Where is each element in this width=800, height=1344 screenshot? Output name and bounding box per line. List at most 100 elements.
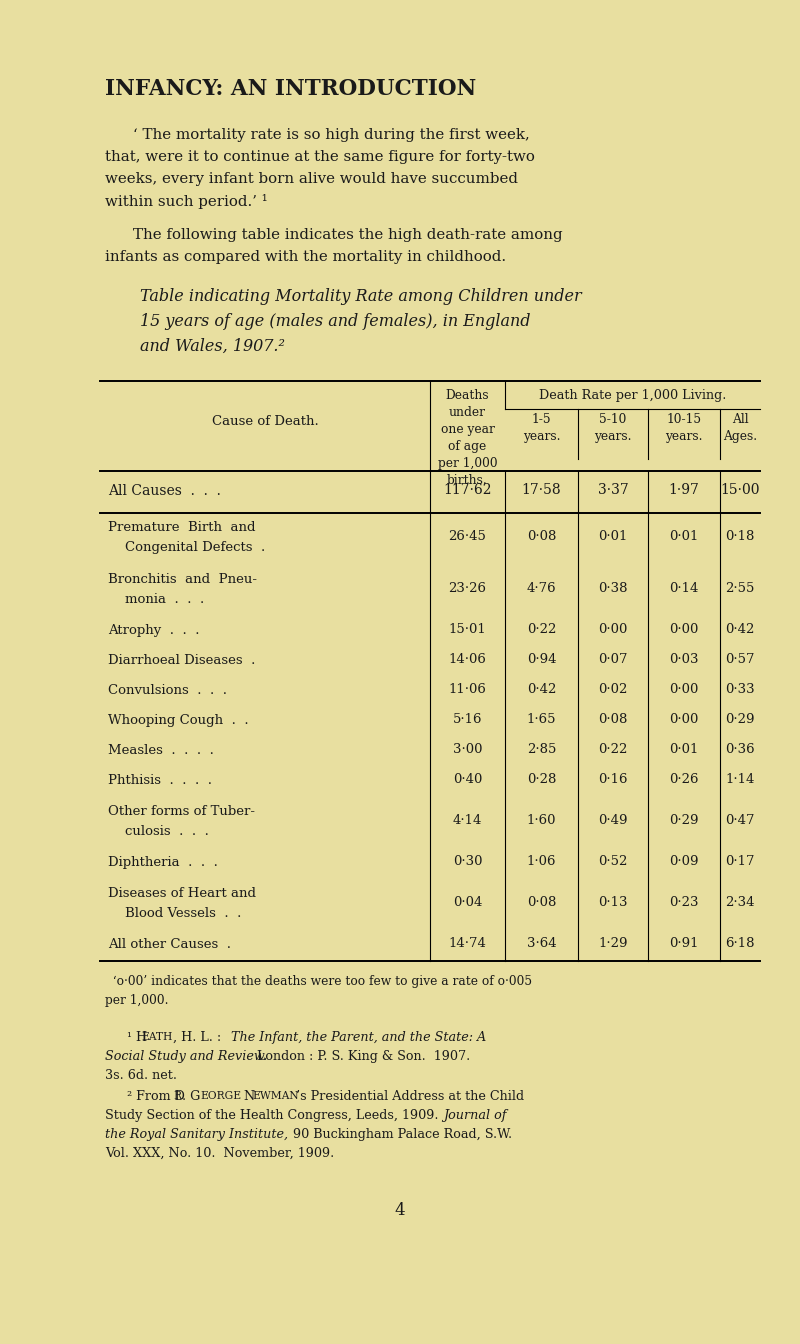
- Text: . G: . G: [182, 1090, 200, 1103]
- Text: Other forms of Tuber-: Other forms of Tuber-: [108, 805, 255, 818]
- Text: Journal of: Journal of: [443, 1109, 506, 1122]
- Text: 0·91: 0·91: [670, 937, 698, 950]
- Text: 1-5: 1-5: [532, 413, 551, 426]
- Text: 0·29: 0·29: [726, 714, 754, 726]
- Text: 2·85: 2·85: [527, 743, 556, 755]
- Text: 0·29: 0·29: [670, 814, 698, 827]
- Text: one year: one year: [441, 423, 494, 435]
- Text: 0·52: 0·52: [598, 855, 628, 868]
- Text: Whooping Cough  .  .: Whooping Cough . .: [108, 714, 249, 727]
- Text: N: N: [240, 1090, 255, 1103]
- Text: 0·01: 0·01: [670, 743, 698, 755]
- Text: 0·47: 0·47: [726, 814, 754, 827]
- Text: 0·49: 0·49: [598, 814, 628, 827]
- Text: 1·65: 1·65: [526, 714, 556, 726]
- Text: The Infant, the Parent, and the State: A: The Infant, the Parent, and the State: A: [231, 1031, 486, 1044]
- Text: ‘ The mortality rate is so high during the first week,: ‘ The mortality rate is so high during t…: [133, 128, 530, 142]
- Text: , H. L. :: , H. L. :: [173, 1031, 226, 1044]
- Text: 3s. 6d. net.: 3s. 6d. net.: [105, 1068, 177, 1082]
- Text: 1·06: 1·06: [526, 855, 556, 868]
- Text: EORGE: EORGE: [200, 1091, 241, 1101]
- Text: 3·64: 3·64: [526, 937, 556, 950]
- Text: years.: years.: [594, 430, 632, 444]
- Text: Study Section of the Health Congress, Leeds, 1909.: Study Section of the Health Congress, Le…: [105, 1109, 446, 1122]
- Text: 0·57: 0·57: [726, 653, 754, 667]
- Text: Table indicating Mortality Rate among Children under: Table indicating Mortality Rate among Ch…: [140, 288, 582, 305]
- Text: Diseases of Heart and: Diseases of Heart and: [108, 887, 256, 900]
- Text: births.: births.: [447, 474, 488, 487]
- Text: 15 years of age (males and females), in England: 15 years of age (males and females), in …: [140, 313, 530, 331]
- Text: 0·23: 0·23: [670, 896, 698, 909]
- Text: Atrophy  .  .  .: Atrophy . . .: [108, 624, 199, 637]
- Text: the Royal Sanitary Institute,: the Royal Sanitary Institute,: [105, 1128, 288, 1141]
- Text: and Wales, 1907.²: and Wales, 1907.²: [140, 337, 285, 355]
- Text: R: R: [173, 1091, 181, 1101]
- Text: 0·40: 0·40: [453, 773, 482, 786]
- Text: 0·30: 0·30: [453, 855, 482, 868]
- Text: 0·09: 0·09: [670, 855, 698, 868]
- Text: 0·14: 0·14: [670, 582, 698, 595]
- Text: 0·38: 0·38: [598, 582, 628, 595]
- Text: 4·14: 4·14: [453, 814, 482, 827]
- Text: Diarrhoeal Diseases  .: Diarrhoeal Diseases .: [108, 655, 255, 667]
- Text: All other Causes  .: All other Causes .: [108, 938, 231, 952]
- Text: 0·18: 0·18: [726, 530, 754, 543]
- Text: 0·94: 0·94: [526, 653, 556, 667]
- Text: 23·26: 23·26: [449, 582, 486, 595]
- Text: 10-15: 10-15: [666, 413, 702, 426]
- Text: Convulsions  .  .  .: Convulsions . . .: [108, 684, 227, 698]
- Text: 0·08: 0·08: [527, 896, 556, 909]
- Text: culosis  .  .  .: culosis . . .: [108, 825, 209, 839]
- Text: Phthisis  .  .  .  .: Phthisis . . . .: [108, 774, 212, 788]
- Text: 4: 4: [394, 1202, 406, 1219]
- Text: 14·06: 14·06: [449, 653, 486, 667]
- Text: 0·26: 0·26: [670, 773, 698, 786]
- Text: 1·29: 1·29: [598, 937, 628, 950]
- Text: 0·01: 0·01: [670, 530, 698, 543]
- Text: 15·00: 15·00: [720, 482, 760, 497]
- Text: 0·13: 0·13: [598, 896, 628, 909]
- Text: 17·58: 17·58: [522, 482, 562, 497]
- Text: 0·42: 0·42: [527, 683, 556, 696]
- Text: 0·02: 0·02: [598, 683, 628, 696]
- Text: Deaths: Deaths: [446, 388, 490, 402]
- Text: per 1,000: per 1,000: [438, 457, 498, 470]
- Text: years.: years.: [666, 430, 702, 444]
- Text: 1·60: 1·60: [526, 814, 556, 827]
- Text: Congenital Defects  .: Congenital Defects .: [108, 542, 266, 554]
- Text: 6·18: 6·18: [726, 937, 754, 950]
- Text: INFANCY: AN INTRODUCTION: INFANCY: AN INTRODUCTION: [105, 78, 476, 99]
- Text: infants as compared with the mortality in childhood.: infants as compared with the mortality i…: [105, 250, 506, 263]
- Text: that, were it to continue at the same figure for forty-two: that, were it to continue at the same fi…: [105, 151, 535, 164]
- Text: 0·00: 0·00: [670, 624, 698, 636]
- Text: Ages.: Ages.: [723, 430, 757, 444]
- Text: 0·42: 0·42: [726, 624, 754, 636]
- Text: 3·00: 3·00: [453, 743, 482, 755]
- Text: under: under: [449, 406, 486, 419]
- Text: 0·22: 0·22: [598, 743, 628, 755]
- Text: Vol. XXX, No. 10.  November, 1909.: Vol. XXX, No. 10. November, 1909.: [105, 1146, 334, 1160]
- Text: EATH: EATH: [141, 1032, 172, 1042]
- Text: Death Rate per 1,000 Living.: Death Rate per 1,000 Living.: [539, 388, 726, 402]
- Text: 11·06: 11·06: [449, 683, 486, 696]
- Text: 117·62: 117·62: [443, 482, 492, 497]
- Text: London : P. S. King & Son.  1907.: London : P. S. King & Son. 1907.: [253, 1050, 470, 1063]
- Text: Bronchitis  and  Pneu-: Bronchitis and Pneu-: [108, 573, 257, 586]
- Text: 14·74: 14·74: [449, 937, 486, 950]
- Text: 3·37: 3·37: [598, 482, 628, 497]
- Text: 26·45: 26·45: [449, 530, 486, 543]
- Text: 5·16: 5·16: [453, 714, 482, 726]
- Text: Blood Vessels  .  .: Blood Vessels . .: [108, 907, 242, 921]
- Text: 90 Buckingham Palace Road, S.W.: 90 Buckingham Palace Road, S.W.: [289, 1128, 512, 1141]
- Text: The following table indicates the high death-rate among: The following table indicates the high d…: [133, 228, 562, 242]
- Text: 0·08: 0·08: [527, 530, 556, 543]
- Text: 1·97: 1·97: [669, 482, 699, 497]
- Text: 0·33: 0·33: [725, 683, 755, 696]
- Text: EWMAN: EWMAN: [252, 1091, 298, 1101]
- Text: All Causes  .  .  .: All Causes . . .: [108, 484, 221, 499]
- Text: ² From D: ² From D: [127, 1090, 185, 1103]
- Text: 0·17: 0·17: [726, 855, 754, 868]
- Text: 0·04: 0·04: [453, 896, 482, 909]
- Text: of age: of age: [448, 439, 486, 453]
- Text: 0·16: 0·16: [598, 773, 628, 786]
